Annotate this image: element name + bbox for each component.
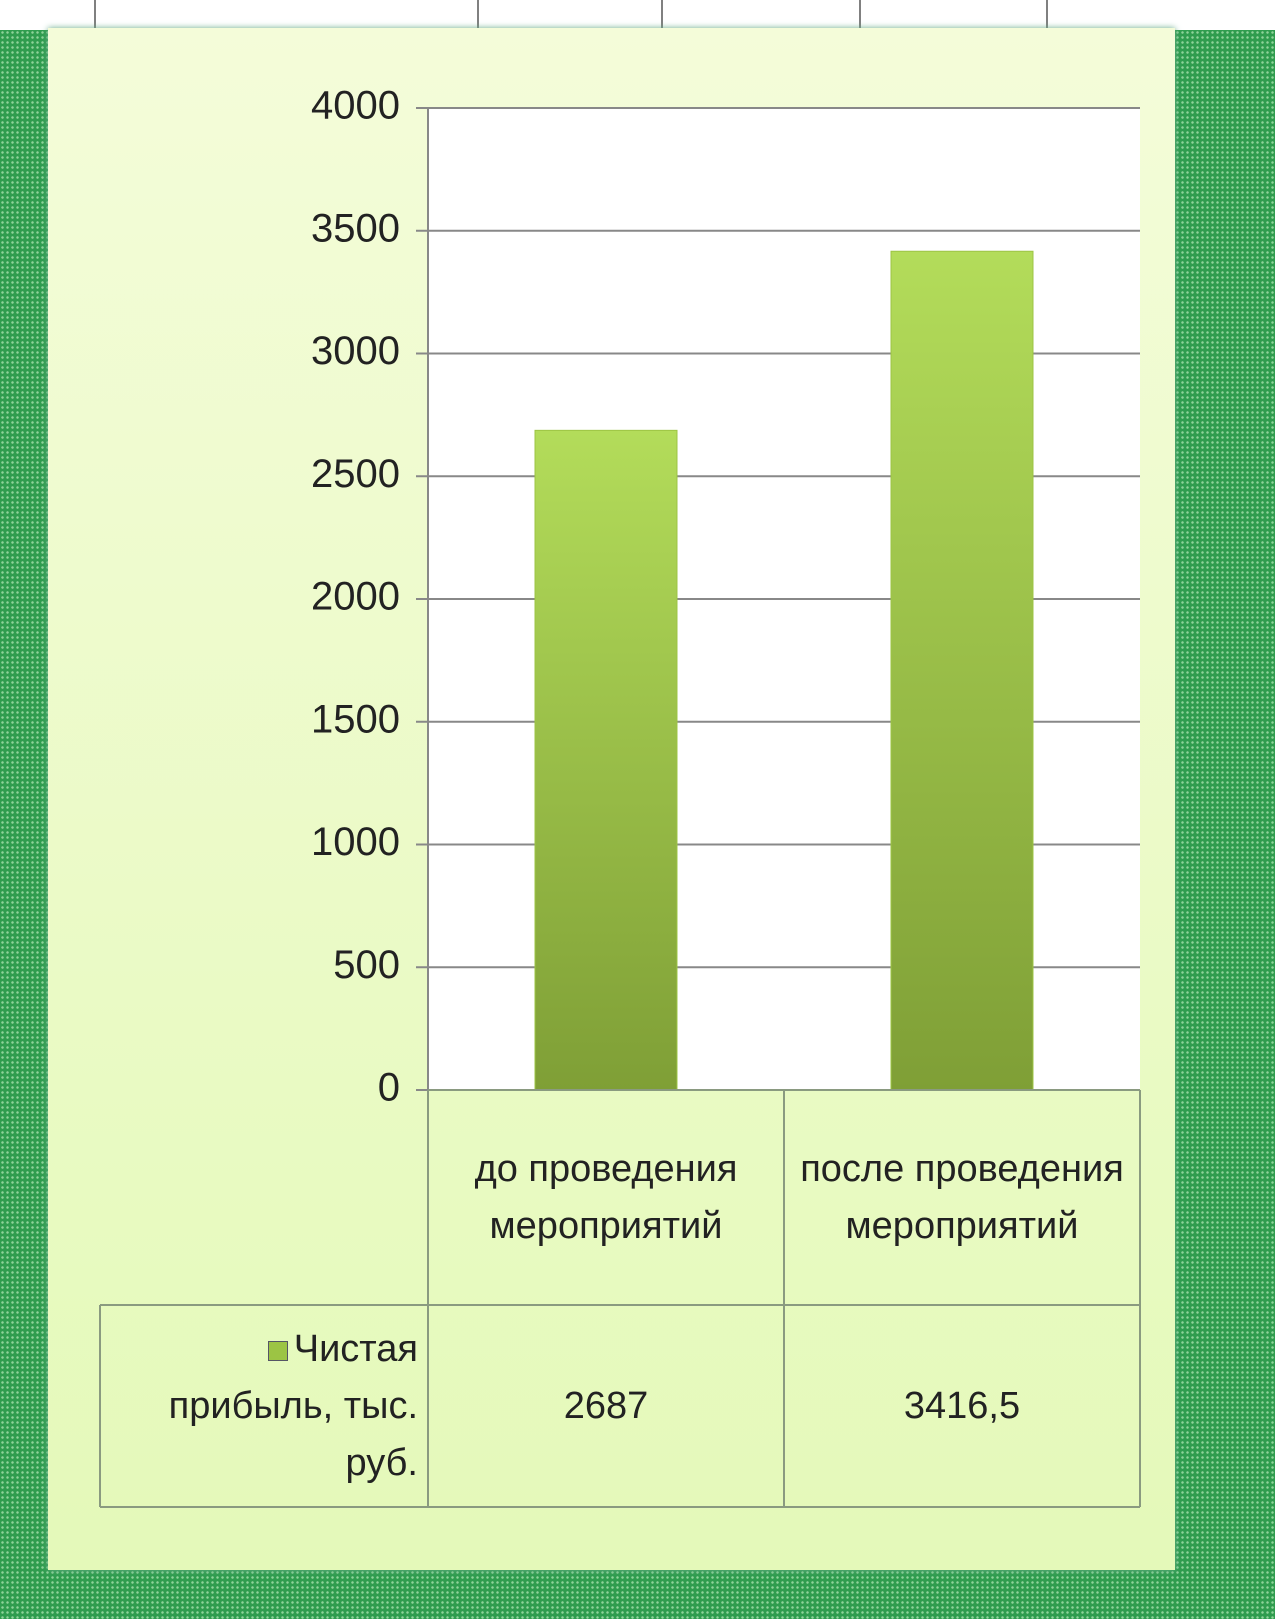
bar (534, 429, 678, 1091)
x-tick-label: до проведения мероприятий (474, 1147, 738, 1247)
y-tick-label: 3500 (311, 206, 400, 250)
table-lines (94, 0, 1048, 30)
y-tick-label: 1000 (311, 820, 400, 864)
data-label: 3416,5 (903, 1384, 1021, 1427)
data-label: 2687 (563, 1384, 649, 1427)
legend-text: Чистая прибыль, тыс. руб. (110, 1321, 418, 1492)
legend-entry: Чистая прибыль, тыс. руб. (100, 1305, 428, 1507)
y-tick-label: 2500 (311, 452, 400, 496)
legend-label: Чистая прибыль, тыс. руб. (168, 1327, 418, 1484)
y-tick-label: 1500 (311, 697, 400, 741)
document-strip (0, 0, 1275, 30)
y-tick-label: 3000 (311, 329, 400, 373)
bar (890, 250, 1034, 1091)
legend-swatch (267, 1340, 288, 1361)
y-tick-label: 4000 (311, 84, 400, 128)
y-tick-label: 0 (378, 1066, 400, 1110)
y-tick-label: 2000 (311, 575, 400, 619)
x-tick-label: после проведения мероприятий (800, 1147, 1124, 1247)
y-tick-label: 500 (333, 943, 400, 987)
